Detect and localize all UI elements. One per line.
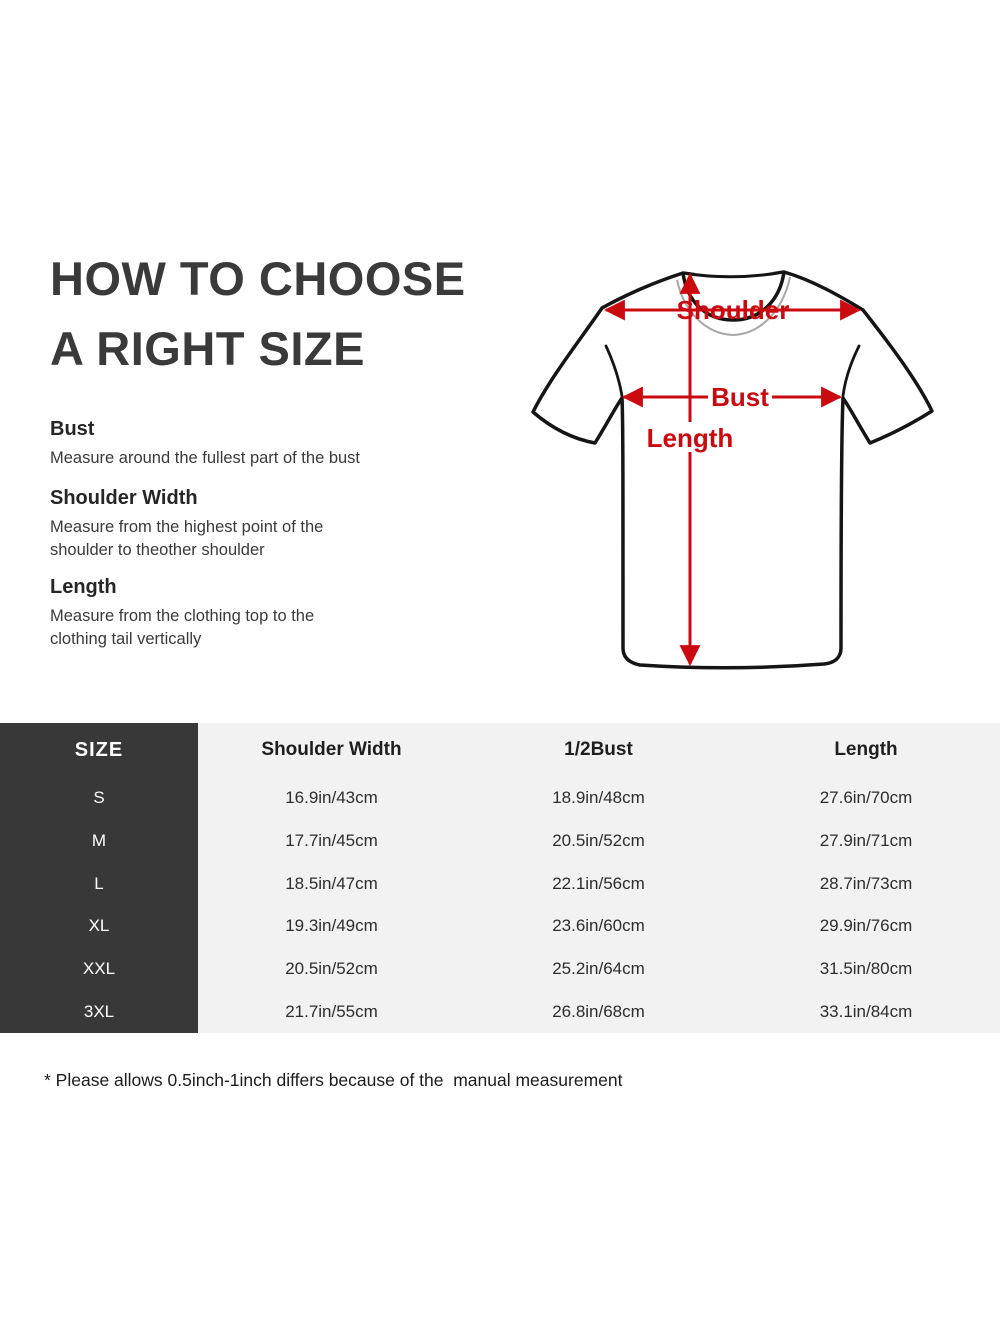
size-label-m: M	[0, 819, 198, 863]
value-xl-length: 29.9in/76cm	[819, 916, 913, 936]
measurement-disclaimer: * Please allows 0.5inch-1inch differs be…	[44, 1070, 623, 1090]
page-title: HOW TO CHOOSE A RIGHT SIZE	[50, 244, 466, 384]
value-3xl-shoulder: 21.7in/55cm	[285, 1001, 378, 1021]
section-length-text-line-2: clothing tail vertically	[50, 630, 202, 648]
value-xxl-length: 31.5in/80cm	[819, 958, 913, 978]
section-shoulder-heading: Shoulder Width	[50, 487, 198, 509]
size-table-header-shoulder-width: Shoulder Width	[261, 739, 402, 760]
section-shoulder-width: Shoulder Width Measure from the highest …	[50, 486, 500, 562]
bust-arrow-label: Bust	[711, 382, 769, 412]
value-l-shoulder: 18.5in/47cm	[285, 873, 378, 893]
section-bust-text: Measure around the fullest part of the b…	[50, 449, 361, 467]
section-length: Length Measure from the clothing top to …	[50, 575, 500, 651]
value-xxl-shoulder: 20.5in/52cm	[285, 958, 378, 978]
value-m-length: 27.9in/71cm	[819, 830, 913, 850]
value-s-length: 27.6in/70cm	[819, 788, 913, 808]
value-m-shoulder: 17.7in/45cm	[285, 830, 378, 850]
value-3xl-length: 33.1in/84cm	[819, 1001, 913, 1021]
value-xxl-bust: 25.2in/64cm	[552, 958, 645, 978]
measurement-arrows	[603, 272, 862, 667]
section-length-heading: Length	[50, 576, 117, 598]
length-label-backdrop	[645, 422, 735, 452]
shoulder-arrow-label: Shoulder	[677, 295, 790, 325]
value-xl-shoulder: 19.3in/49cm	[285, 916, 378, 936]
size-label-s: S	[0, 777, 198, 820]
size-table-header-size: SIZE	[0, 723, 198, 777]
size-label-3xl: 3XL	[0, 990, 198, 1033]
length-arrow-label: Length	[647, 423, 734, 453]
section-bust: Bust Measure around the fullest part of …	[50, 417, 500, 470]
section-shoulder-text-line-1: Measure from the highest point of the	[50, 518, 324, 536]
value-s-bust: 18.9in/48cm	[552, 788, 645, 808]
left-sleeve-seam	[604, 344, 624, 398]
tshirt-outline	[531, 270, 934, 670]
value-s-shoulder: 16.9in/43cm	[285, 788, 378, 808]
value-m-bust: 20.5in/52cm	[552, 830, 645, 850]
section-shoulder-text-line-2: shoulder to theother shoulder	[50, 541, 265, 559]
section-length-text-line-1: Measure from the clothing top to the	[50, 607, 315, 625]
tshirt-measurement-diagram: Shoulder Bust Length	[531, 270, 934, 670]
size-table-header-half-bust: 1/2Bust	[564, 739, 633, 760]
value-3xl-bust: 26.8in/68cm	[552, 1001, 645, 1021]
size-label-xxl: XXL	[0, 947, 198, 991]
size-table-header-length: Length	[834, 739, 898, 760]
section-bust-heading: Bust	[50, 418, 95, 440]
value-xl-bust: 23.6in/60cm	[552, 916, 645, 936]
size-label-xl: XL	[0, 904, 198, 948]
value-l-length: 28.7in/73cm	[819, 873, 913, 893]
page-title-line-1: HOW TO CHOOSE	[50, 252, 466, 305]
page-title-line-2: A RIGHT SIZE	[50, 322, 365, 375]
size-label-l: L	[0, 862, 198, 905]
right-sleeve-seam	[841, 344, 861, 398]
size-table: SIZE Shoulder Width 1/2Bust Length S 16.…	[0, 723, 1000, 1033]
value-l-bust: 22.1in/56cm	[552, 873, 645, 893]
